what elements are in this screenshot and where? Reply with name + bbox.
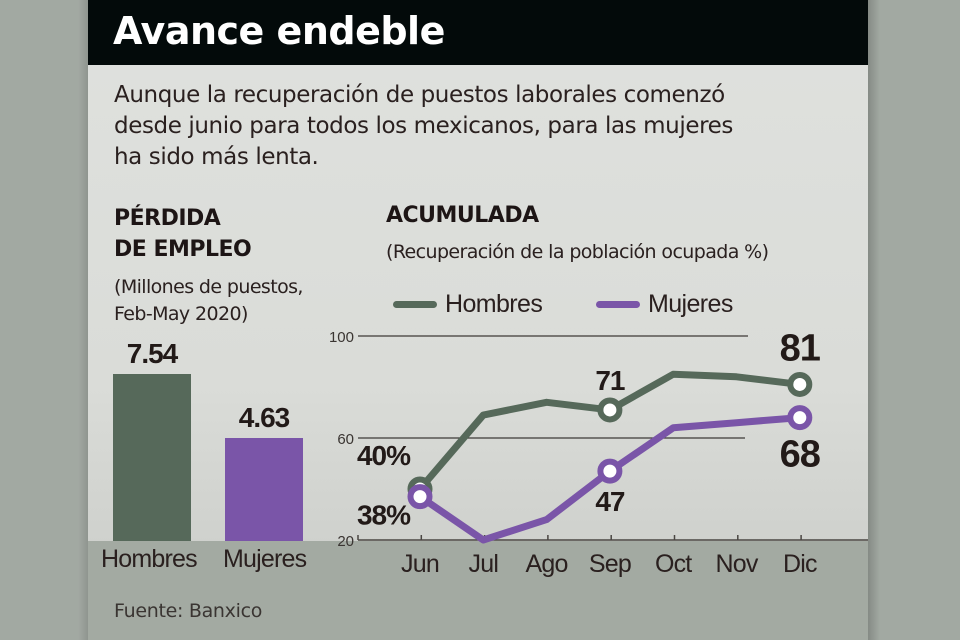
bar-hombres (113, 374, 191, 541)
data-point-hombres (597, 397, 623, 423)
x-tick-label: Jul (469, 550, 499, 578)
intro-line: Aunque la recuperación de puestos labora… (114, 82, 725, 108)
bar-chart-title-line: DE EMPLEO (114, 237, 252, 262)
bar-value-mujeres: 4.63 (238, 402, 291, 434)
x-tick-label: Nov (715, 550, 758, 578)
legend-label-mujeres: Mujeres (648, 290, 733, 318)
intro-line: ha sido más lenta. (114, 144, 319, 170)
x-tick-label: Sep (589, 550, 631, 578)
bar-label-hombres: Hombres (101, 545, 198, 573)
header-bar: Avance endeble (88, 0, 868, 65)
infographic-card: Avance endeble Aunque la recuperación de… (88, 0, 868, 640)
page-title: Avance endeble (113, 9, 445, 53)
bar-chart-subtitle-line: Feb-May 2020) (114, 303, 248, 325)
data-point-mujeres (597, 458, 623, 484)
intro-text: Aunque la recuperación de puestos labora… (114, 80, 834, 173)
x-tick-label: Dic (783, 550, 817, 578)
bar-chart-title-line: PÉRDIDA (114, 206, 221, 231)
legend-item-mujeres: Mujeres (596, 290, 733, 319)
line-chart: 20 60 100 Jun Jul Ago Sep Oct Nov Dic 40% 71 81 38% 47… (329, 327, 868, 578)
data-label-mujeres: 68 (780, 434, 820, 476)
data-point-hombres (787, 371, 813, 397)
axis-band (88, 541, 868, 640)
bar-value-hombres: 7.54 (126, 338, 179, 369)
left-shadow (78, 0, 88, 640)
line-chart-title: ACUMULADA (386, 203, 539, 228)
data-label-mujeres: 38% (357, 500, 411, 531)
data-point-mujeres (787, 405, 813, 431)
data-label-mujeres: 47 (595, 486, 625, 517)
x-tick-label: Ago (526, 550, 568, 578)
right-shadow (868, 0, 880, 640)
bar-label-mujeres: Mujeres (223, 545, 307, 573)
legend-item-hombres: Hombres (393, 290, 543, 319)
legend-swatch-hombres (393, 301, 437, 308)
data-label-hombres: 40% (357, 440, 411, 471)
intro-line: desde junio para todos los mexicanos, pa… (114, 113, 733, 139)
data-label-hombres: 71 (595, 365, 625, 396)
y-tick-label: 60 (337, 431, 354, 448)
bar-chart-title: PÉRDIDA DE EMPLEO (114, 203, 252, 265)
bar-chart-subtitle-line: (Millones de puestos, (114, 276, 303, 298)
x-tick-label: Jun (401, 550, 439, 578)
x-tick-label: Oct (655, 550, 692, 578)
bar-chart-subtitle: (Millones de puestos, Feb-May 2020) (114, 274, 303, 328)
y-tick-label: 100 (329, 329, 354, 346)
data-point-mujeres (407, 484, 433, 510)
y-tick-label: 20 (337, 533, 354, 550)
bar-mujeres (225, 438, 303, 541)
line-chart-subtitle: (Recuperación de la población ocupada %) (386, 241, 769, 263)
legend-swatch-mujeres (596, 301, 640, 308)
source-note: Fuente: Banxico (114, 600, 263, 622)
data-label-hombres: 81 (780, 327, 821, 369)
legend-label-hombres: Hombres (445, 290, 543, 318)
